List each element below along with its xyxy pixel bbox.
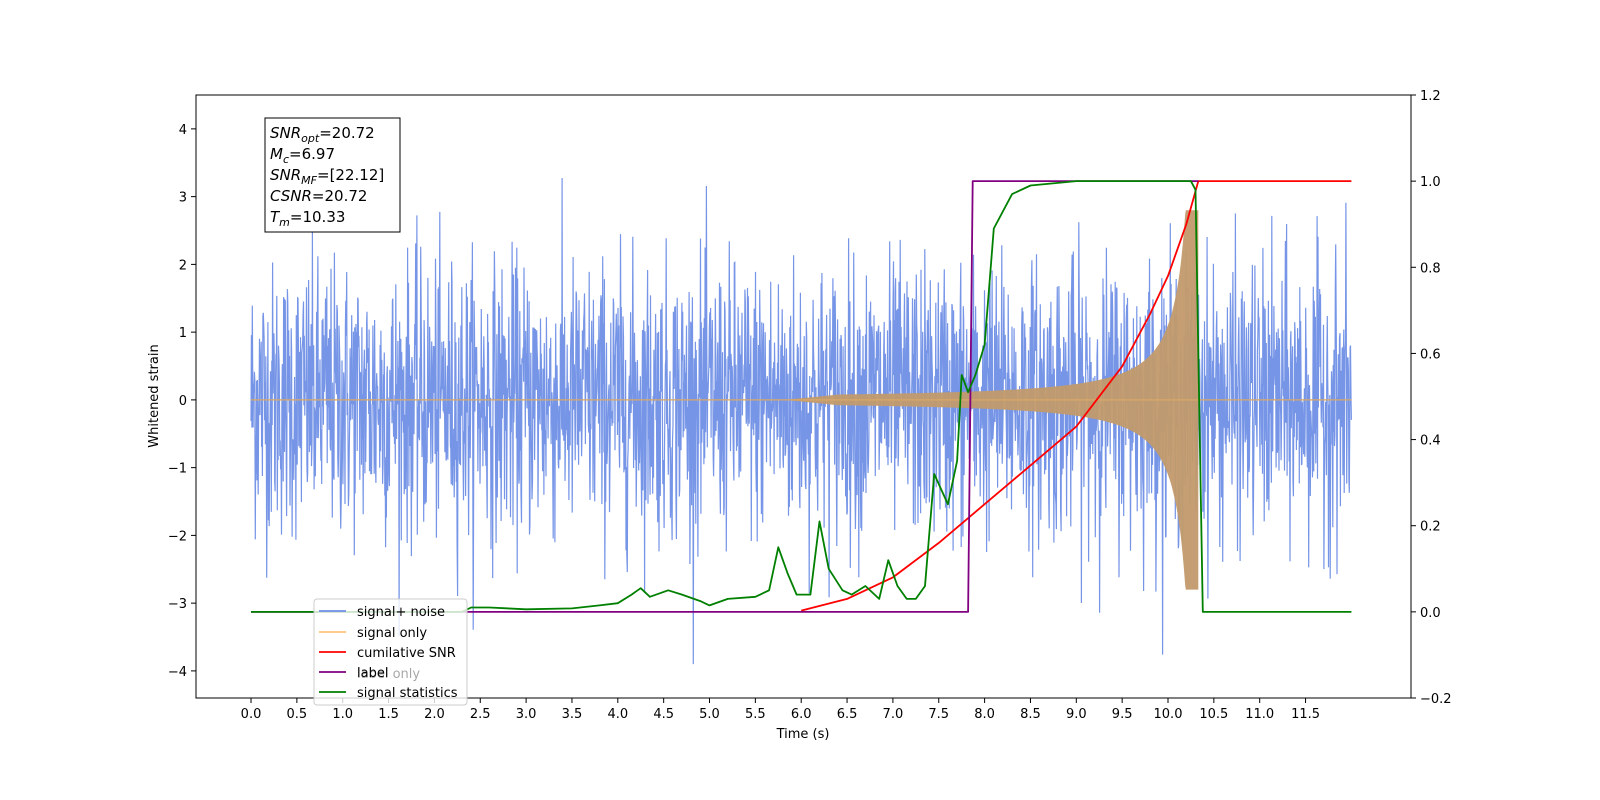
x-tick-label: 2.5 — [470, 707, 491, 722]
legend-entry: signal+ noise — [357, 605, 445, 620]
legend-entry: label — [357, 666, 388, 681]
y-left-tick-label: 2 — [179, 258, 187, 273]
x-tick-label: 7.5 — [928, 707, 949, 722]
y-right-tick-label: −0.2 — [1420, 692, 1452, 707]
y-left-tick-label: −2 — [168, 529, 187, 544]
legend-entry: signal statistics — [357, 686, 458, 701]
legend-box — [313, 598, 468, 706]
y-axis-title: Whitened strain — [147, 344, 162, 447]
y-right-tick-label: 1.2 — [1420, 89, 1441, 104]
x-tick-label: 10.5 — [1199, 707, 1228, 722]
x-tick-label: 6.5 — [837, 707, 858, 722]
y-right-tick-label: 1.0 — [1420, 175, 1441, 190]
info-line: SNRopt=20.72 — [270, 124, 375, 145]
x-tick-label: 8.0 — [974, 707, 995, 722]
info-line: Mc=6.97 — [270, 145, 335, 166]
info-symbol: SNR — [270, 124, 301, 142]
x-axis-title: Time (s) — [776, 727, 830, 742]
y-right-tick-label: 0.4 — [1420, 434, 1441, 449]
x-tick-label: 3.0 — [516, 707, 537, 722]
x-tick-label: 10.0 — [1154, 707, 1183, 722]
x-tick-label: 2.0 — [424, 707, 445, 722]
x-tick-label: 4.5 — [653, 707, 674, 722]
info-value: =10.33 — [290, 208, 346, 226]
y-left-tick-label: −3 — [168, 597, 187, 612]
info-box — [264, 117, 401, 233]
y-axis-left: 4 3 2 1 0 −1 −2 −3 −4 — [168, 123, 196, 680]
y-axis-right: 1.2 1.0 0.8 0.6 0.4 0.2 0.0 −0.2 — [1411, 89, 1452, 707]
info-value: =20.72 — [319, 124, 375, 142]
legend-entry: signal only — [357, 626, 427, 641]
info-subscript: c — [283, 153, 289, 166]
x-tick-label: 5.5 — [745, 707, 766, 722]
y-right-tick-label: 0.8 — [1420, 261, 1441, 276]
y-left-tick-label: 0 — [179, 394, 187, 409]
x-tick-label: 8.5 — [1020, 707, 1041, 722]
info-value: =6.97 — [289, 145, 335, 163]
x-tick-label: 5.0 — [699, 707, 720, 722]
x-axis: 0.0 0.5 1.0 1.5 2.0 2.5 3.0 3.5 4.0 4.5 5.0 5.5 6.0 6… — [241, 698, 1320, 722]
y-right-tick-label: 0.2 — [1420, 520, 1441, 535]
series-line-2 — [800, 180, 1352, 612]
x-tick-label: 11.5 — [1291, 707, 1320, 722]
info-subscript: m — [279, 216, 290, 229]
x-tick-label: 6.0 — [791, 707, 812, 722]
info-value: =20.72 — [312, 187, 368, 205]
legend-entry: cumilative SNR — [357, 646, 456, 661]
info-symbol: T — [270, 208, 281, 226]
x-tick-label: 9.0 — [1066, 707, 1087, 722]
plot-frame — [195, 94, 1412, 699]
x-tick-label: 9.5 — [1112, 707, 1133, 722]
x-tick-label: 7.0 — [883, 707, 904, 722]
y-right-tick-label: 0.0 — [1420, 606, 1441, 621]
y-left-tick-label: 1 — [179, 326, 187, 341]
y-left-tick-label: 4 — [179, 123, 187, 138]
info-symbol: SNR — [270, 166, 301, 184]
info-line: SNRMF=[22.12] — [270, 166, 384, 187]
x-tick-label: 4.0 — [607, 707, 628, 722]
x-tick-label: 3.5 — [562, 707, 583, 722]
y-left-tick-label: −1 — [168, 462, 187, 477]
info-subscript: MF — [301, 174, 317, 187]
info-value: =[22.12] — [317, 166, 384, 184]
info-line: CSNR=20.72 — [270, 187, 367, 205]
x-tick-label: 0.5 — [287, 707, 308, 722]
info-subscript: opt — [301, 132, 320, 145]
legend: signal+ noise signal only cumilative SNR la… — [313, 598, 468, 706]
x-tick-label: 1.0 — [332, 707, 353, 722]
x-tick-label: 11.0 — [1245, 707, 1274, 722]
y-right-tick-label: 0.6 — [1420, 347, 1441, 362]
info-symbol: M — [270, 145, 283, 163]
series-line-5 — [251, 180, 1352, 613]
info-annotation: SNRopt=20.72Mc=6.97SNRMF=[22.12]CSNR=20.… — [264, 117, 401, 233]
info-line: Tm=10.33 — [270, 208, 345, 229]
y-left-tick-label: −4 — [168, 665, 187, 680]
y-left-tick-label: 3 — [179, 191, 187, 206]
x-tick-label: 1.5 — [378, 707, 399, 722]
x-tick-label: 0.0 — [241, 707, 262, 722]
series-layer — [250, 177, 1352, 665]
legend-entry: label only — [357, 667, 420, 682]
info-symbol: CSNR — [270, 187, 312, 205]
